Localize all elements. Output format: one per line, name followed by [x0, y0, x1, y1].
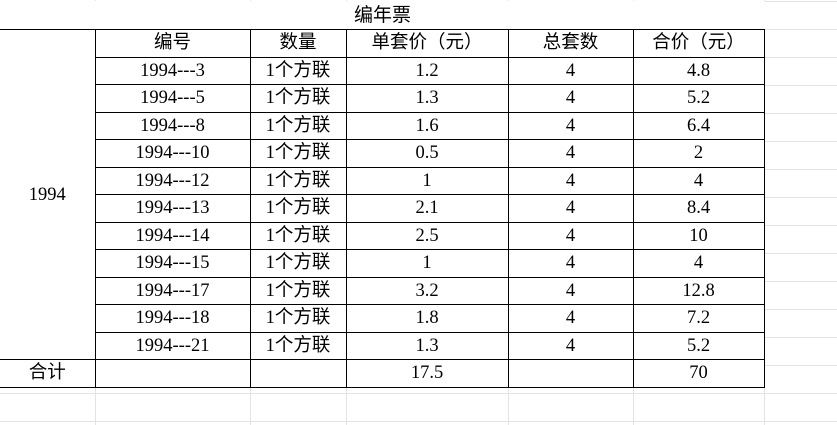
- cell-id[interactable]: 1994---3: [94, 56, 251, 85]
- stamp-table: 1994 编号 数量 单套价（元） 总套数 合价（元） 1994---3 1个方联…: [0, 29, 765, 388]
- table-row: 1994---21 1个方联 1.3 4 5.2: [0, 331, 765, 360]
- cell-total[interactable]: 8.4: [632, 194, 765, 223]
- cell-qty[interactable]: 1个方联: [249, 166, 347, 195]
- cell-qty[interactable]: 1个方联: [249, 331, 347, 360]
- cell-total[interactable]: 4: [632, 166, 765, 195]
- cell-sets[interactable]: 4: [507, 331, 634, 360]
- summary-total[interactable]: 70: [632, 359, 765, 388]
- cell-unit-price[interactable]: 1: [345, 249, 509, 278]
- gridline: [764, 0, 765, 425]
- cell-id[interactable]: 1994---18: [94, 304, 251, 333]
- header-qty[interactable]: 数量: [249, 29, 347, 58]
- cell-id[interactable]: 1994---5: [94, 84, 251, 113]
- cell-unit-price[interactable]: 2.5: [345, 221, 509, 250]
- empty-cell[interactable]: [249, 359, 347, 388]
- cell-sets[interactable]: 4: [507, 221, 634, 250]
- cell-qty[interactable]: 1个方联: [249, 304, 347, 333]
- table-row: 1994---17 1个方联 3.2 4 12.8: [0, 276, 765, 305]
- cell-qty[interactable]: 1个方联: [249, 249, 347, 278]
- cell-unit-price[interactable]: 3.2: [345, 276, 509, 305]
- cell-sets[interactable]: 4: [507, 166, 634, 195]
- cell-id[interactable]: 1994---8: [94, 111, 251, 140]
- cell-unit-price[interactable]: 1.3: [345, 331, 509, 360]
- cell-unit-price[interactable]: 0.5: [345, 139, 509, 168]
- cell-sets[interactable]: 4: [507, 84, 634, 113]
- cell-sets[interactable]: 4: [507, 249, 634, 278]
- cell-total[interactable]: 4.8: [632, 56, 765, 85]
- cell-qty[interactable]: 1个方联: [249, 276, 347, 305]
- cell-qty[interactable]: 1个方联: [249, 111, 347, 140]
- table-row: 1994---10 1个方联 0.5 4 2: [0, 139, 765, 168]
- cell-sets[interactable]: 4: [507, 194, 634, 223]
- cell-qty[interactable]: 1个方联: [249, 139, 347, 168]
- cell-total[interactable]: 4: [632, 249, 765, 278]
- cell-sets[interactable]: 4: [507, 304, 634, 333]
- cell-sets[interactable]: 4: [507, 56, 634, 85]
- cell-unit-price[interactable]: 1: [345, 166, 509, 195]
- summary-label[interactable]: 合计: [0, 359, 96, 388]
- cell-id[interactable]: 1994---13: [94, 194, 251, 223]
- table-row: 1994---13 1个方联 2.1 4 8.4: [0, 194, 765, 223]
- table-row: 1994---5 1个方联 1.3 4 5.2: [0, 84, 765, 113]
- cell-total[interactable]: 7.2: [632, 304, 765, 333]
- table-row: 1994---15 1个方联 1 4 4: [0, 249, 765, 278]
- cell-unit-price[interactable]: 1.6: [345, 111, 509, 140]
- table-row: 1994---3 1个方联 1.2 4 4.8: [0, 56, 765, 85]
- summary-row: 合计 17.5 70: [0, 359, 765, 388]
- cell-unit-price[interactable]: 1.8: [345, 304, 509, 333]
- cell-sets[interactable]: 4: [507, 139, 634, 168]
- empty-cell[interactable]: [507, 359, 634, 388]
- cell-qty[interactable]: 1个方联: [249, 194, 347, 223]
- table-row: 1994---8 1个方联 1.6 4 6.4: [0, 111, 765, 140]
- header-total[interactable]: 合价（元）: [632, 29, 765, 58]
- cell-total[interactable]: 10: [632, 221, 765, 250]
- header-unit-price[interactable]: 单套价（元）: [345, 29, 509, 58]
- header-sets[interactable]: 总套数: [507, 29, 634, 58]
- cell-id[interactable]: 1994---17: [94, 276, 251, 305]
- empty-cell[interactable]: [94, 359, 251, 388]
- cell-sets[interactable]: 4: [507, 276, 634, 305]
- cell-id[interactable]: 1994---15: [94, 249, 251, 278]
- cell-total[interactable]: 5.2: [632, 331, 765, 360]
- cell-unit-price[interactable]: 2.1: [345, 194, 509, 223]
- cell-qty[interactable]: 1个方联: [249, 56, 347, 85]
- cell-total[interactable]: 6.4: [632, 111, 765, 140]
- cell-total[interactable]: 12.8: [632, 276, 765, 305]
- cell-id[interactable]: 1994---21: [94, 331, 251, 360]
- year-cell[interactable]: 1994: [0, 29, 96, 360]
- cell-id[interactable]: 1994---14: [94, 221, 251, 250]
- summary-unit-price[interactable]: 17.5: [345, 359, 509, 388]
- cell-id[interactable]: 1994---12: [94, 166, 251, 195]
- table-row: 1994---18 1个方联 1.8 4 7.2: [0, 304, 765, 333]
- table-row: 1994---12 1个方联 1 4 4: [0, 166, 765, 195]
- cell-total[interactable]: 2: [632, 139, 765, 168]
- table-row: 1994---14 1个方联 2.5 4 10: [0, 221, 765, 250]
- cell-sets[interactable]: 4: [507, 111, 634, 140]
- header-row: 1994 编号 数量 单套价（元） 总套数 合价（元）: [0, 29, 765, 360]
- cell-qty[interactable]: 1个方联: [249, 221, 347, 250]
- cell-total[interactable]: 5.2: [632, 84, 765, 113]
- sheet-title[interactable]: 编年票: [0, 1, 765, 29]
- cell-id[interactable]: 1994---10: [94, 139, 251, 168]
- header-id[interactable]: 编号: [94, 29, 251, 58]
- cell-qty[interactable]: 1个方联: [249, 84, 347, 113]
- cell-unit-price[interactable]: 1.3: [345, 84, 509, 113]
- cell-unit-price[interactable]: 1.2: [345, 56, 509, 85]
